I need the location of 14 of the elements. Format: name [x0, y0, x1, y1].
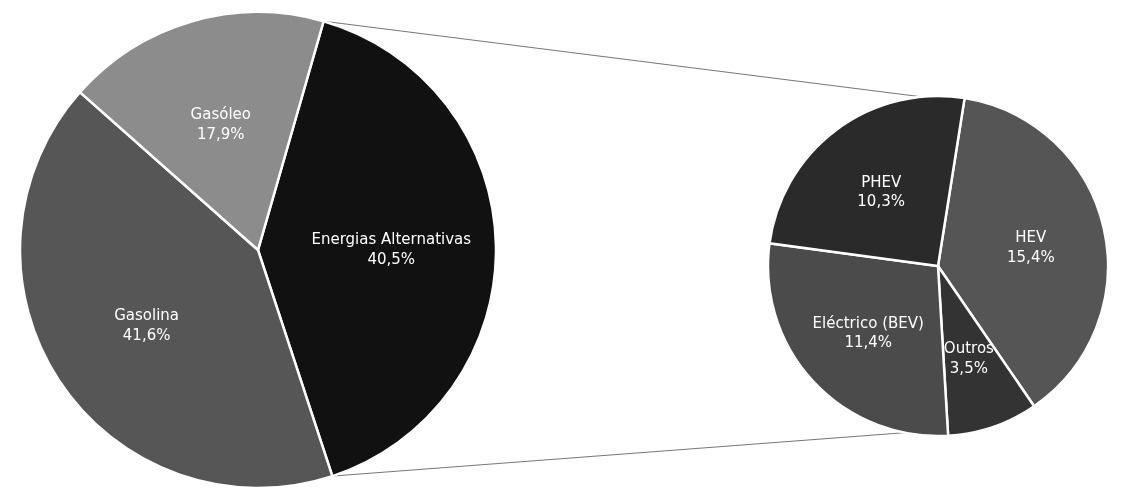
data-label: 10,3% — [857, 192, 905, 211]
data-label: 3,5% — [949, 358, 988, 377]
data-label: 17,9% — [196, 124, 245, 143]
data-label: 11,4% — [844, 333, 893, 352]
slice-label: PHEV — [861, 172, 902, 191]
slice-label: Gasóleo — [190, 105, 251, 124]
data-label: 40,5% — [367, 249, 416, 268]
data-label: 15,4% — [1007, 247, 1055, 266]
slice-label: Outros — [943, 339, 995, 358]
slice-label: Gasolina — [114, 306, 180, 325]
slice-label: Energias Alternativas — [311, 230, 472, 249]
slice-label: Eléctrico (BEV) — [812, 313, 924, 332]
data-label: 41,6% — [122, 325, 171, 344]
slice-label: HEV — [1015, 228, 1048, 247]
